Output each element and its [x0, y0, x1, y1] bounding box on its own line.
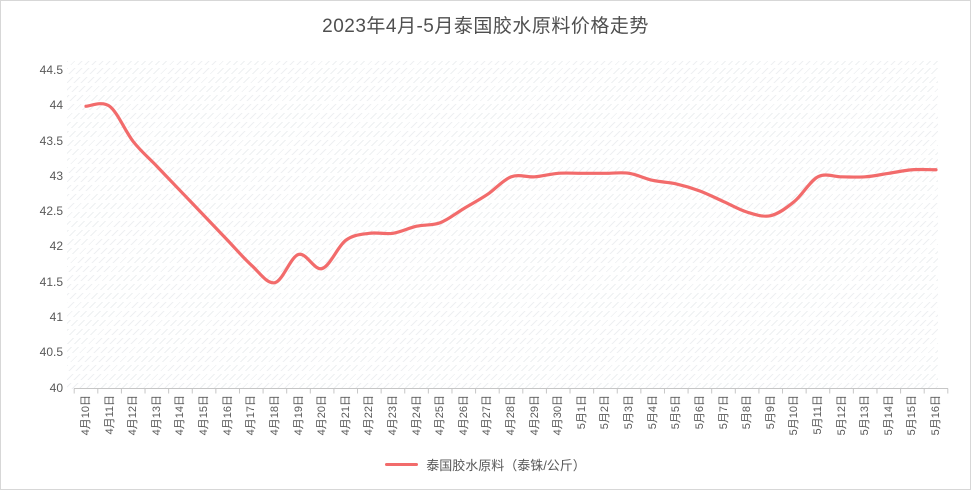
x-axis-tick-label: 5月6日 [693, 395, 706, 430]
x-axis-tick-label: 4月16日 [221, 395, 234, 436]
x-axis-tick-label: 5月12日 [835, 395, 848, 436]
x-axis-tick-label: 5月11日 [811, 395, 824, 435]
y-axis-tick-label: 42.5 [39, 204, 63, 219]
y-axis-tick-label: 40.5 [39, 345, 63, 360]
y-axis-tick-label: 44.5 [39, 63, 63, 77]
x-axis-tick-label: 4月27日 [481, 395, 494, 436]
x-axis-tick-label: 4月19日 [292, 395, 305, 436]
x-axis-tick-label: 5月15日 [906, 395, 919, 436]
y-axis-tick-label: 42 [49, 239, 63, 254]
x-axis-tick-label: 4月30日 [552, 395, 565, 436]
x-axis-tick-label: 5月16日 [930, 395, 942, 436]
x-axis-tick-label: 4月15日 [198, 395, 211, 436]
x-axis-tick-label: 4月21日 [339, 395, 352, 436]
y-axis-tick-label: 41 [49, 309, 63, 324]
x-axis-tick-label: 4月17日 [245, 395, 258, 436]
x-axis-tick-label: 5月7日 [717, 395, 730, 430]
y-axis-tick-label: 44 [49, 98, 63, 113]
x-axis-tick-label: 4月12日 [127, 395, 140, 436]
x-axis-tick-label: 4月18日 [268, 395, 281, 436]
x-axis-tick-label: 4月23日 [386, 395, 399, 436]
x-axis-tick-label: 5月2日 [599, 395, 612, 430]
chart-title: 2023年4月-5月泰国胶水原料价格走势 [322, 16, 649, 37]
x-axis-tick-label: 4月14日 [174, 395, 187, 436]
x-axis-tick-label: 5月13日 [859, 395, 872, 436]
x-axis-tick-label: 4月13日 [150, 395, 163, 436]
x-axis-tick-label: 4月10日 [80, 395, 92, 436]
x-axis-tick-label: 5月4日 [646, 395, 659, 430]
x-axis-tick-label: 5月10日 [788, 395, 801, 436]
plot-area-hatch-background [67, 61, 938, 389]
x-axis-tick-label: 5月5日 [670, 395, 683, 430]
x-axis-tick-label: 5月1日 [575, 395, 588, 430]
x-axis-tick-label: 5月3日 [623, 395, 636, 430]
x-axis-tick-label: 4月11日 [103, 395, 116, 435]
y-axis-tick-label: 43 [49, 168, 63, 183]
legend: 泰国胶水原料（泰铢/公斤） [1, 454, 970, 474]
y-axis-tick-label: 43.5 [39, 133, 63, 148]
x-axis-tick-label: 4月22日 [363, 395, 376, 436]
x-axis-tick-label: 4月29日 [528, 395, 541, 436]
y-axis-tick-label: 40 [49, 380, 63, 395]
x-axis-tick-label: 4月20日 [316, 395, 329, 436]
x-axis-tick-label: 5月8日 [741, 395, 754, 430]
x-axis-tick-label: 4月26日 [457, 395, 470, 436]
x-axis-tick-label: 4月25日 [434, 395, 447, 436]
y-axis-tick-label: 41.5 [39, 274, 63, 289]
legend-label: 泰国胶水原料（泰铢/公斤） [426, 457, 586, 473]
x-axis-tick-label: 5月14日 [882, 395, 895, 436]
legend-line-marker [385, 462, 419, 466]
x-axis-tick-label: 4月24日 [410, 395, 423, 436]
x-axis-tick-label: 4月28日 [505, 395, 517, 436]
x-axis-tick-label: 5月9日 [764, 395, 777, 430]
